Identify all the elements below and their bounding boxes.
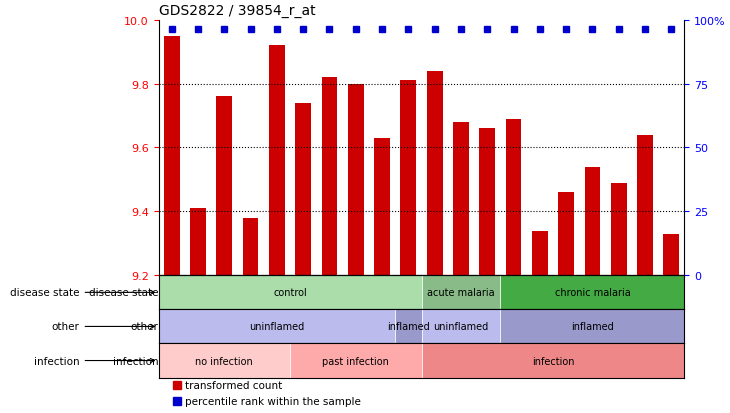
Text: disease state: disease state: [10, 287, 155, 298]
Bar: [216, 97, 232, 275]
Text: acute malaria: acute malaria: [427, 287, 495, 298]
Text: chronic malaria: chronic malaria: [555, 287, 630, 298]
FancyBboxPatch shape: [158, 310, 395, 344]
Bar: [558, 193, 574, 275]
Text: other: other: [131, 322, 158, 332]
Bar: [585, 167, 600, 275]
Text: other: other: [52, 322, 155, 332]
Text: inflamed: inflamed: [571, 322, 614, 332]
Bar: [269, 46, 285, 275]
Bar: [295, 103, 311, 275]
Bar: [506, 119, 521, 275]
Bar: [427, 71, 442, 275]
Bar: [453, 123, 469, 275]
Text: disease state: disease state: [89, 287, 158, 298]
FancyBboxPatch shape: [500, 275, 685, 310]
Bar: [374, 138, 390, 275]
Text: infection: infection: [531, 356, 575, 366]
FancyBboxPatch shape: [500, 310, 685, 344]
Text: infection: infection: [34, 356, 155, 366]
Bar: [348, 84, 364, 275]
FancyBboxPatch shape: [421, 344, 685, 377]
Text: percentile rank within the sample: percentile rank within the sample: [185, 396, 361, 406]
FancyBboxPatch shape: [290, 344, 421, 377]
Bar: [322, 78, 337, 275]
Text: uninflamed: uninflamed: [434, 322, 488, 332]
Bar: [242, 218, 258, 275]
FancyBboxPatch shape: [158, 275, 421, 310]
FancyBboxPatch shape: [158, 344, 290, 377]
Text: infection: infection: [113, 356, 158, 366]
FancyBboxPatch shape: [395, 310, 421, 344]
Bar: [401, 81, 416, 275]
Bar: [611, 183, 626, 275]
Bar: [664, 234, 679, 275]
FancyBboxPatch shape: [421, 275, 500, 310]
Bar: [480, 129, 495, 275]
Bar: [190, 209, 206, 275]
Text: inflamed: inflamed: [387, 322, 430, 332]
Bar: [532, 231, 548, 275]
Text: past infection: past infection: [323, 356, 389, 366]
Text: transformed count: transformed count: [185, 380, 282, 390]
Text: uninflamed: uninflamed: [249, 322, 304, 332]
Text: control: control: [273, 287, 307, 298]
FancyBboxPatch shape: [421, 310, 500, 344]
Text: no infection: no infection: [196, 356, 253, 366]
Bar: [164, 36, 180, 275]
Bar: [637, 135, 653, 275]
Text: GDS2822 / 39854_r_at: GDS2822 / 39854_r_at: [158, 4, 315, 18]
